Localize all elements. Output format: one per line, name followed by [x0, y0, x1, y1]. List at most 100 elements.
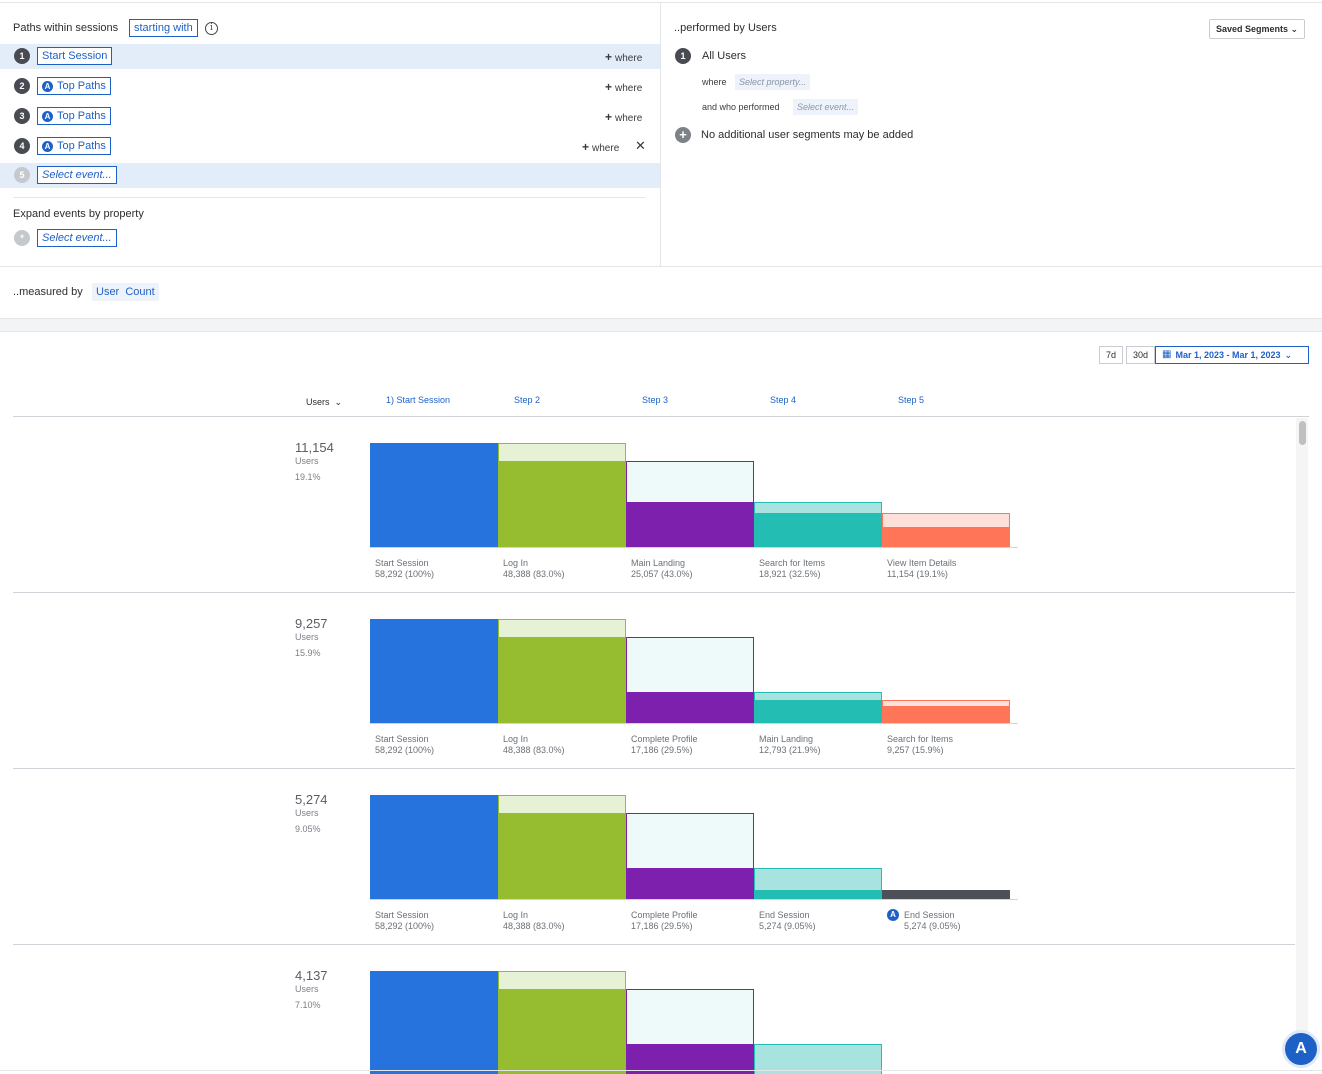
- column-header[interactable]: Step 4: [770, 395, 797, 405]
- step-bar: [754, 513, 882, 547]
- step-bar-label: Log In: [503, 734, 529, 744]
- step-bar: [370, 971, 498, 1074]
- select-property-input[interactable]: Select property...: [735, 74, 811, 90]
- step-bar-stat: 12,793 (21.9%): [759, 745, 821, 755]
- plus-icon: +: [605, 50, 613, 64]
- top-paths-icon: A: [42, 140, 53, 152]
- remove-step-icon[interactable]: ✕: [635, 138, 646, 153]
- dropoff-bar: [498, 971, 626, 989]
- step-bar-stat: 58,292 (100%): [375, 745, 435, 755]
- step-event-label: Top Paths: [57, 110, 106, 122]
- step-bar-stat: 48,388 (83.0%): [503, 921, 565, 931]
- top-paths-icon: A: [42, 110, 53, 122]
- row-user-count: 9,257: [295, 616, 328, 631]
- select-event-input[interactable]: Select event...: [37, 166, 117, 184]
- step-bar-label: Start Session: [375, 558, 429, 568]
- step-bar: [626, 692, 754, 723]
- no-more-segments-text: No additional user segments may be added: [701, 129, 914, 141]
- step-event-label: Top Paths: [57, 80, 106, 92]
- step-bar-label: Log In: [503, 558, 529, 568]
- plus-icon: +: [582, 140, 590, 154]
- step-bar-label: Start Session: [375, 910, 429, 920]
- add-segment-icon[interactable]: +: [675, 127, 691, 143]
- add-where-button[interactable]: + where: [605, 80, 642, 94]
- top-paths-icon: A: [42, 80, 53, 92]
- step-bar-stat: 11,154 (19.1%): [887, 569, 948, 579]
- step-bar-stat: 48,388 (83.0%): [503, 745, 565, 755]
- saved-segments-dropdown[interactable]: Saved Segments ⌄: [1209, 19, 1306, 39]
- date-range-picker[interactable]: ▦ Mar 1, 2023 - Mar 1, 2023 ⌄: [1155, 346, 1309, 364]
- row-users-label: Users: [295, 808, 319, 818]
- users-header-label: Users: [306, 397, 330, 407]
- column-header[interactable]: 1) Start Session: [386, 395, 451, 405]
- step-number: 2: [14, 78, 30, 94]
- step-bar-label: Main Landing: [631, 558, 686, 568]
- step-number: 5: [14, 167, 30, 183]
- panel-divider: [660, 3, 661, 266]
- row-user-count: 4,137: [295, 968, 328, 983]
- dropoff-bar: [626, 813, 754, 868]
- step-event-chip[interactable]: A Top Paths: [37, 137, 111, 155]
- step-bar-label: Start Session: [375, 734, 429, 744]
- step-event-label: Top Paths: [57, 140, 106, 152]
- chevron-down-icon: ⌄: [334, 397, 343, 407]
- info-icon[interactable]: i: [205, 22, 218, 35]
- chevron-down-icon: ⌄: [1284, 350, 1293, 360]
- assistant-fab-button[interactable]: A: [1282, 1030, 1320, 1068]
- where-label: where: [615, 83, 643, 94]
- column-header[interactable]: Step 3: [642, 395, 669, 405]
- row-divider: [13, 592, 1295, 593]
- date-range-label: Mar 1, 2023 - Mar 1, 2023: [1175, 350, 1281, 360]
- step-bar: [370, 443, 498, 547]
- section-band: [0, 318, 1322, 332]
- step-bar-label: Log In: [503, 910, 529, 920]
- step-bar: [498, 813, 626, 899]
- step-bar: [498, 989, 626, 1074]
- starting-with-dropdown[interactable]: starting with: [129, 19, 198, 37]
- saved-segments-label: Saved Segments: [1216, 24, 1289, 34]
- row-percentage: 7.10%: [295, 1000, 321, 1010]
- dropoff-bar: [754, 692, 882, 700]
- step-bar: [626, 868, 754, 899]
- top-paths-icon: A: [887, 909, 899, 921]
- step-number: 3: [14, 108, 30, 124]
- select-event-input[interactable]: Select event...: [793, 99, 859, 115]
- column-header[interactable]: Step 5: [898, 395, 925, 405]
- step-bar: [626, 502, 754, 547]
- scrollbar-thumb[interactable]: [1299, 421, 1306, 445]
- add-where-button[interactable]: + where: [605, 110, 642, 124]
- step-event-chip[interactable]: A Top Paths: [37, 107, 111, 125]
- add-where-button[interactable]: + where: [582, 140, 619, 154]
- step-bar-label: Complete Profile: [631, 910, 698, 920]
- step-bar-stat: 5,274 (9.05%): [759, 921, 816, 931]
- step-bar-label: End Session: [904, 910, 955, 920]
- add-where-button[interactable]: + where: [605, 50, 642, 64]
- step-bar: [498, 637, 626, 723]
- expand-select-event-input[interactable]: Select event...: [37, 229, 117, 247]
- row-users-label: Users: [295, 984, 319, 994]
- column-header[interactable]: Step 2: [514, 395, 541, 405]
- step-event-chip[interactable]: Start Session: [37, 47, 113, 65]
- step-bar-stat: 17,186 (29.5%): [631, 745, 693, 755]
- step-bar: [754, 700, 882, 723]
- step-bar-stat: 48,388 (83.0%): [503, 569, 565, 579]
- scrollbar-track[interactable]: [1296, 418, 1308, 1068]
- segment-name[interactable]: All Users: [702, 50, 747, 62]
- step-bar-label: Complete Profile: [631, 734, 698, 744]
- step-event-label: Start Session: [42, 50, 108, 62]
- expand-title: Expand events by property: [13, 208, 144, 220]
- row-users-label: Users: [295, 456, 319, 466]
- step-bar-stat: 18,921 (32.5%): [759, 569, 821, 579]
- where-label: where: [615, 53, 643, 64]
- measure-dropdown[interactable]: User Count: [92, 283, 159, 301]
- users-sort-dropdown[interactable]: Users ⌄: [306, 397, 342, 408]
- 7d-button[interactable]: 7d: [1099, 346, 1124, 364]
- step-bar: [882, 890, 1010, 899]
- row-divider: [13, 768, 1295, 769]
- step-bar-label: Search for Items: [887, 734, 954, 744]
- dropoff-bar: [498, 443, 626, 461]
- 30d-button[interactable]: 30d: [1126, 346, 1156, 364]
- step-bar-stat: 5,274 (9.05%): [904, 921, 961, 931]
- step-event-chip[interactable]: A Top Paths: [37, 77, 111, 95]
- dropoff-bar: [498, 619, 626, 637]
